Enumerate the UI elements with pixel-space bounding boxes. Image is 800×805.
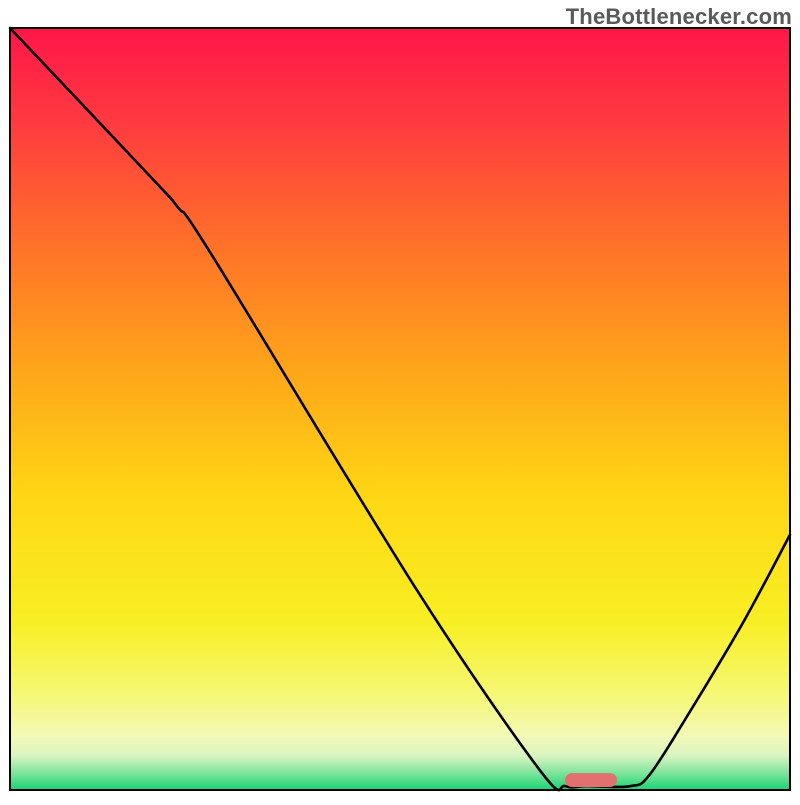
gradient-background	[10, 28, 790, 790]
watermark-text: TheBottlenecker.com	[566, 4, 792, 30]
bottleneck-chart	[0, 0, 800, 800]
chart-svg	[0, 0, 800, 800]
optimal-marker	[565, 773, 617, 787]
